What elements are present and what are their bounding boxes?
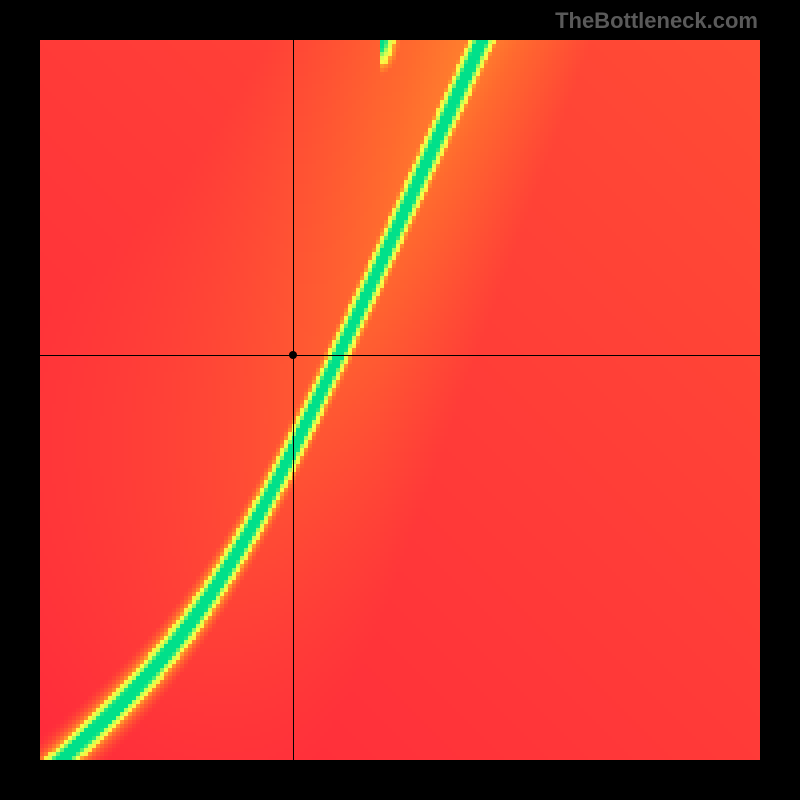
crosshair-horizontal <box>40 355 760 356</box>
watermark-text: TheBottleneck.com <box>555 8 758 34</box>
crosshair-vertical <box>293 40 294 760</box>
bottleneck-heatmap <box>40 40 760 760</box>
